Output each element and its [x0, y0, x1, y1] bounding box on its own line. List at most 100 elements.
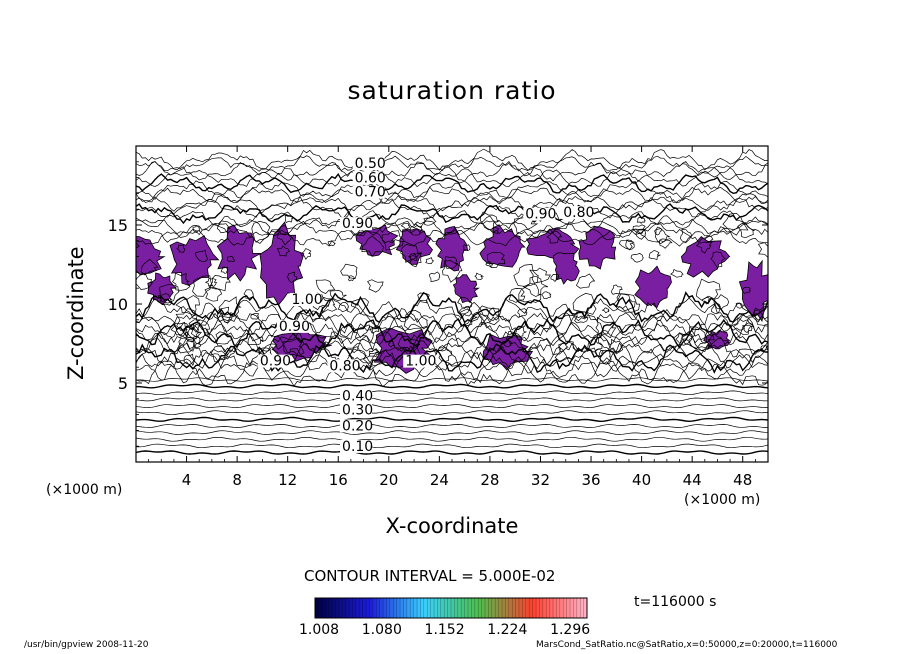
contour-labels: 0.500.600.70 0.90 0.90 0.80 1.00 0.90 0.90 0.80…	[257, 156, 594, 455]
contour-cell	[554, 340, 580, 363]
x-tick-label: 36	[581, 471, 600, 489]
contour-cell	[409, 252, 422, 268]
contour-cell	[286, 271, 298, 283]
contour-cell	[315, 279, 336, 295]
contour-cell	[429, 271, 441, 283]
contour-cell	[247, 333, 264, 346]
contour-label-bg	[340, 419, 373, 433]
contour-label: 1.00	[405, 354, 436, 370]
contour-cell	[704, 235, 714, 242]
contour-cell	[635, 229, 647, 240]
contour-label-bg	[340, 389, 373, 403]
contour-cell	[754, 305, 768, 326]
contour-cell	[340, 263, 358, 280]
contour-cell	[630, 253, 644, 263]
colorbar-tick-labels: 1.008 1.080 1.152 1.224 1.296	[0, 622, 904, 642]
supersaturated-patch	[169, 235, 220, 287]
contour-cell	[300, 248, 312, 260]
contour-cell	[337, 301, 349, 313]
contour-cell	[215, 331, 234, 345]
contour-label-bg	[289, 293, 322, 306]
y-tick-label: 5	[118, 374, 128, 393]
contour-line	[136, 410, 768, 416]
contour-cell	[517, 308, 528, 318]
contour-label-bg	[257, 354, 290, 368]
contour-cell	[614, 293, 636, 312]
contour-cell	[695, 278, 721, 301]
contour-cell	[474, 272, 485, 280]
contour-label-bg	[403, 354, 436, 368]
supersaturated-regions	[136, 221, 768, 374]
contour-label: 0.50	[355, 156, 386, 172]
contour-cell	[518, 282, 542, 303]
contour-cell	[757, 241, 768, 258]
contour-cell	[575, 273, 596, 289]
contour-label-bg	[352, 157, 385, 171]
contour-cell	[654, 226, 662, 236]
footer-source: MarsCond_SatRatio.nc@SatRatio,x=0:50000,…	[536, 640, 838, 650]
contour-line	[136, 167, 768, 188]
contour-cell	[572, 292, 597, 315]
colorbar-tick-label: 1.224	[487, 622, 528, 638]
contour-cell	[194, 250, 209, 262]
y-axis-label: Z-coordinate	[64, 246, 88, 380]
contour-label-bg	[340, 403, 373, 417]
contour-cell	[388, 340, 396, 348]
x-unit-left: (×1000 m)	[46, 482, 123, 498]
supersaturated-patch	[634, 265, 672, 309]
contour-label: 1.00	[291, 292, 322, 308]
contour-cell	[216, 223, 231, 233]
contour-cell	[217, 306, 233, 323]
contour-cell	[170, 321, 189, 339]
contour-cell	[408, 252, 418, 261]
contour-line	[136, 191, 768, 212]
x-axis-label-text: X-coordinate	[385, 514, 519, 538]
contour-cell	[175, 295, 200, 316]
contour-label: 0.60	[355, 170, 386, 186]
contour-cell	[183, 353, 196, 365]
contour-cell	[659, 238, 673, 249]
contour-label: 0.90	[279, 319, 310, 335]
contour-line	[136, 160, 768, 182]
contour-cell	[711, 302, 722, 315]
contour-cell	[276, 233, 295, 246]
contour-cell	[491, 227, 499, 235]
contour-cell	[172, 272, 191, 291]
contour-line	[136, 196, 768, 219]
x-tick-label: 20	[379, 471, 398, 489]
contour-line	[136, 186, 768, 205]
contour-cell	[218, 296, 242, 318]
contour-line	[136, 172, 768, 195]
contour-line	[136, 210, 768, 230]
colorbar-tick-label: 1.152	[424, 622, 465, 638]
x-tick-label: 40	[632, 471, 651, 489]
contour-cell	[397, 335, 421, 357]
supersaturated-patch	[479, 224, 526, 268]
contour-cell	[227, 256, 236, 262]
contour-cell	[546, 230, 563, 244]
contour-cell	[741, 324, 753, 333]
contour-cell	[243, 289, 254, 299]
plot-frame	[135, 145, 769, 463]
contour-cell	[735, 302, 745, 309]
contour-line	[136, 404, 768, 408]
contour-label: 0.90	[260, 354, 291, 370]
contour-cell	[192, 225, 201, 234]
contour-label: 0.30	[342, 403, 373, 419]
colorbar-tick-label: 1.008	[299, 622, 340, 638]
contour-cell	[444, 256, 459, 269]
x-tick-label: 8	[232, 471, 242, 489]
contour-line	[136, 416, 768, 423]
contour-label: 0.70	[355, 185, 386, 201]
contour-cell	[186, 335, 202, 350]
contour-cell	[695, 241, 713, 254]
colorbar-tick-label: 1.296	[550, 622, 591, 638]
contour-line	[136, 360, 768, 388]
contour-line	[136, 318, 768, 349]
contour-cell	[417, 292, 430, 304]
contour-cell	[442, 260, 463, 283]
contour-line	[136, 397, 768, 402]
contour-cell	[348, 275, 356, 282]
contour-cell	[760, 344, 768, 352]
